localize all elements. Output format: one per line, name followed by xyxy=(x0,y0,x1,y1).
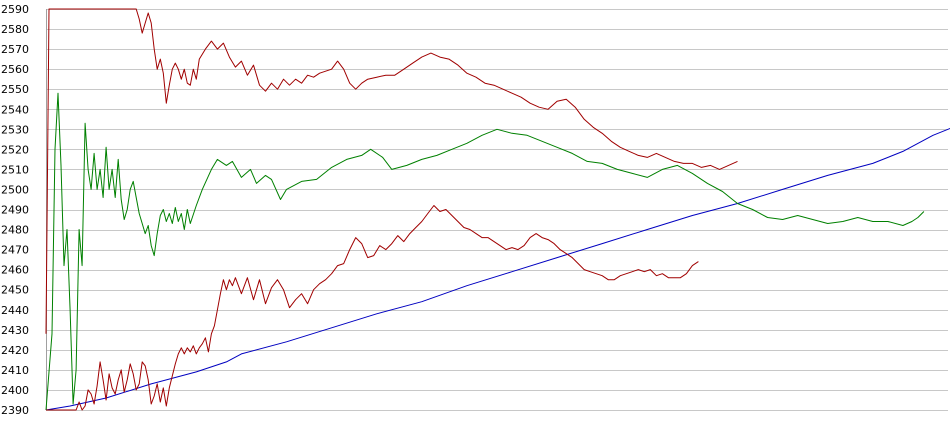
y-tick-label: 2450 xyxy=(1,284,29,297)
y-tick-label: 2490 xyxy=(1,204,29,217)
y-tick-label: 2430 xyxy=(1,324,29,337)
y-tick-label: 2540 xyxy=(1,103,29,116)
y-tick-label: 2520 xyxy=(1,143,29,156)
y-tick-label: 2400 xyxy=(1,384,29,397)
y-tick-label: 2590 xyxy=(1,3,29,16)
y-tick-label: 2460 xyxy=(1,264,29,277)
y-tick-label: 2420 xyxy=(1,344,29,357)
y-tick-label: 2480 xyxy=(1,224,29,237)
series-line-4 xyxy=(46,205,699,411)
series-lines xyxy=(45,8,950,411)
y-tick-label: 2550 xyxy=(1,83,29,96)
y-tick-label: 2390 xyxy=(1,404,29,417)
y-tick-label: 2470 xyxy=(1,244,29,257)
y-tick-label: 2440 xyxy=(1,304,29,317)
series-line-2 xyxy=(45,92,925,411)
y-tick-label: 2410 xyxy=(1,364,29,377)
series-line-3 xyxy=(45,8,738,334)
y-tick-label: 2570 xyxy=(1,43,29,56)
gridlines xyxy=(46,9,948,411)
y-tick-label: 2500 xyxy=(1,183,29,196)
y-tick-label: 2530 xyxy=(1,123,29,136)
y-tick-label: 2580 xyxy=(1,23,29,36)
series-line-1 xyxy=(45,127,950,411)
y-tick-label: 2560 xyxy=(1,63,29,76)
y-tick-label: 2510 xyxy=(1,163,29,176)
y-tick-labels: 2390 2400 2410 2420 2430 2440 2450 2460 2470 2480… xyxy=(1,3,29,417)
